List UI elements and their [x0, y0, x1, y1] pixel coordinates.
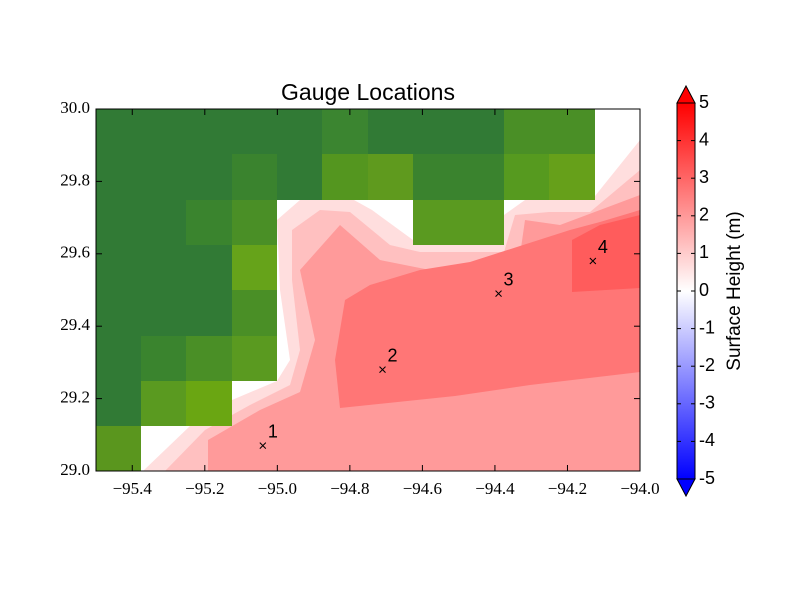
colorbar-tick-label: 5 — [699, 92, 709, 112]
colorbar-tick-label: -3 — [699, 393, 715, 413]
colorbar-extend-min — [676, 478, 696, 498]
x-tick-label: −95.2 — [185, 479, 224, 498]
colorbar-extend-max — [676, 84, 696, 104]
colorbar-tick-label: -4 — [699, 430, 715, 450]
colorbar-tick-label: 4 — [699, 129, 709, 149]
gauge-marker — [379, 366, 386, 373]
y-tick-label: 29.2 — [60, 388, 90, 407]
y-tick-label: 30.0 — [60, 98, 90, 117]
gauge-marker — [259, 442, 267, 450]
gauge-marker — [589, 257, 597, 265]
x-tick-label: −94.8 — [330, 479, 369, 498]
plot-frame — [95, 108, 641, 472]
y-tick-label: 29.0 — [60, 460, 90, 479]
colorbar-tick-label: 3 — [699, 167, 709, 187]
x-tick-label: −94.4 — [475, 479, 515, 498]
land — [96, 109, 595, 471]
map-field — [96, 109, 640, 471]
y-tick-label: 29.6 — [60, 243, 90, 262]
colorbar-tick-label: 0 — [699, 280, 709, 300]
x-tick-label: −94.6 — [403, 479, 442, 498]
x-tick-label: −94.2 — [548, 479, 587, 498]
y-tick-label: 29.8 — [60, 170, 90, 189]
x-tick-label: −95.4 — [113, 479, 153, 498]
colorbar-tick-label: 2 — [699, 205, 709, 225]
gauge-marker — [495, 290, 502, 297]
colorbar-tick-label: 1 — [699, 242, 709, 262]
colorbar-tick-label: -2 — [699, 355, 715, 375]
y-tick-label: 29.4 — [60, 315, 90, 334]
colorbar-tick-label: -5 — [699, 468, 715, 488]
gauge-label: 3 — [504, 269, 514, 289]
colorbar-tick-label: -1 — [699, 317, 715, 337]
chart-title: Gauge Locations — [281, 79, 455, 105]
gauge-label: 4 — [598, 237, 608, 257]
gauge-label: 1 — [268, 421, 278, 441]
gauge-label: 2 — [388, 345, 398, 365]
colorbar-label: Surface Height (m) — [724, 211, 745, 370]
x-tick-label: −94.0 — [620, 479, 659, 498]
x-tick-label: −95.0 — [258, 479, 297, 498]
